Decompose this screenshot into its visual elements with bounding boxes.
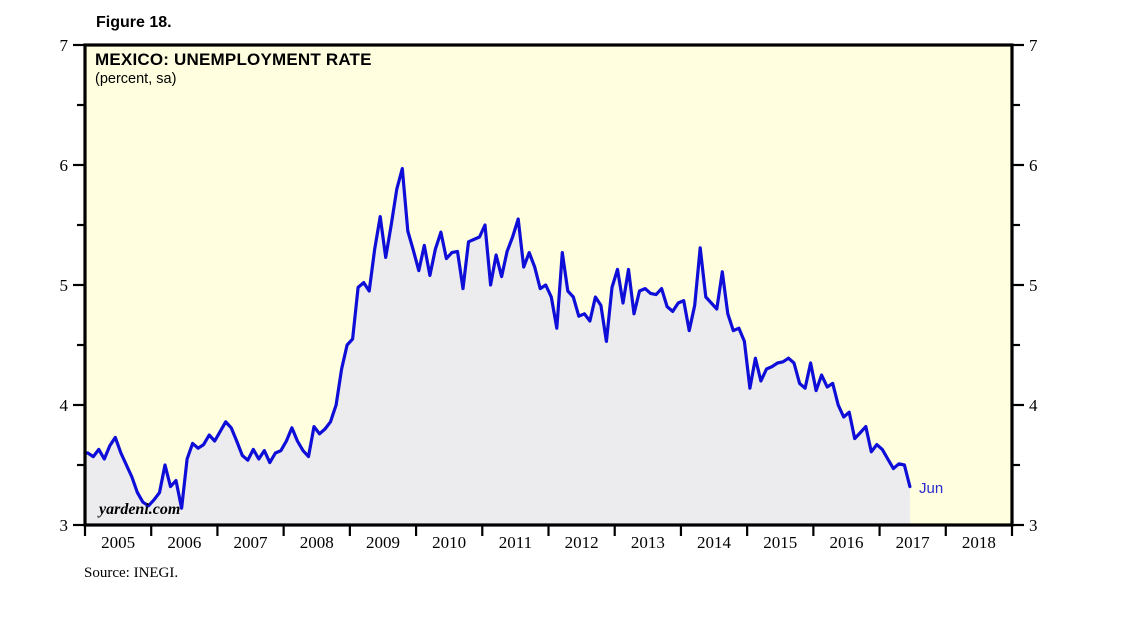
x-axis-label: 2010 (432, 533, 466, 552)
unemployment-line (83, 167, 912, 510)
x-axis-label: 2013 (631, 533, 665, 552)
last-point-label: Jun (919, 480, 944, 497)
x-axis-label: 2012 (565, 533, 599, 552)
y-axis-label-left: 7 (60, 36, 69, 55)
x-axis-label: 2011 (499, 533, 532, 552)
y-axis-label-right: 7 (1029, 36, 1038, 55)
y-axis-label-left: 4 (60, 396, 69, 415)
chart-subtitle: (percent, sa) (95, 71, 177, 87)
x-axis-label: 2008 (300, 533, 334, 552)
y-axis-label-left: 6 (60, 156, 69, 175)
watermark-yardeni: yardeni.com (99, 501, 181, 518)
x-axis-label: 2018 (962, 533, 996, 552)
plot-frame (83, 43, 1014, 527)
x-axis-label: 2007 (234, 533, 269, 552)
source-note: Source: INEGI. (84, 565, 179, 581)
axis-tick-labels: 3 3 4 4 5 5 6 6 7 7 2005 2006 2007 2008 2009 2010 2011 20… (60, 36, 1039, 552)
x-axis-label: 2015 (763, 533, 797, 552)
axis-ticks (73, 43, 1024, 536)
y-axis-label-left: 3 (60, 516, 69, 535)
plot-border (83, 43, 1014, 527)
y-axis-label-right: 5 (1029, 276, 1038, 295)
area-fill (85, 168, 910, 525)
x-axis-label: 2014 (697, 533, 732, 552)
x-axis-label: 2016 (829, 533, 863, 552)
x-axis-label: 2005 (101, 533, 135, 552)
x-axis-label: 2009 (366, 533, 400, 552)
x-axis-label: 2006 (167, 533, 201, 552)
y-axis-label-right: 6 (1029, 156, 1038, 175)
chart-title: MEXICO: UNEMPLOYMENT RATE (95, 50, 372, 69)
data-series (83, 167, 912, 525)
y-axis-label-right: 4 (1029, 396, 1038, 415)
y-axis-label-left: 5 (60, 276, 69, 295)
y-axis-label-right: 3 (1029, 516, 1038, 535)
x-axis-label: 2017 (896, 533, 931, 552)
figure-label: Figure 18. (96, 14, 172, 31)
